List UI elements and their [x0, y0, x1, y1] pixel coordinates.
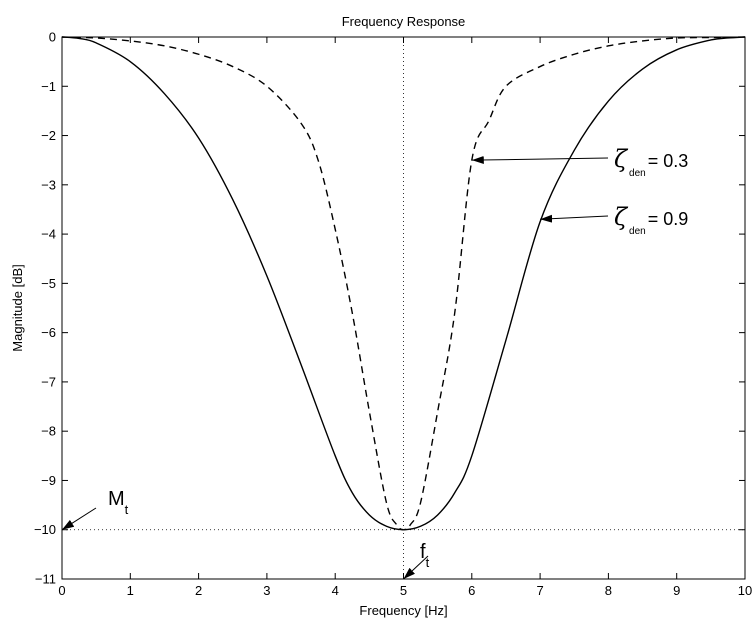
annotation-arrow-ft: [403, 555, 429, 580]
x-tick-label: 1: [127, 583, 134, 598]
zeta-subscript: den: [629, 168, 646, 179]
y-axis-label: Magnitude [dB]: [10, 264, 25, 351]
plot-area: [62, 37, 745, 579]
y-tick-label: −3: [41, 177, 56, 192]
y-tick-label: −6: [41, 325, 56, 340]
x-tick-label: 5: [400, 583, 407, 598]
annotation-subscript: t: [426, 555, 430, 570]
x-tick-label: 3: [263, 583, 270, 598]
zeta-symbol: ζ: [614, 203, 629, 231]
zeta-value: = 0.3: [648, 151, 689, 171]
series-line-solid: [61, 36, 746, 531]
annotation-symbol: f: [420, 541, 426, 563]
zeta-subscript: den: [629, 226, 646, 237]
y-tick-label: −4: [41, 227, 56, 242]
annotation-arrow-mt: [61, 507, 97, 531]
y-tick-label: −9: [41, 473, 56, 488]
y-tick-label: −7: [41, 374, 56, 389]
x-tick-label: 6: [468, 583, 475, 598]
y-tick-label: −1: [41, 79, 56, 94]
x-tick-label: 0: [58, 583, 65, 598]
y-tick-label: −10: [34, 522, 56, 537]
x-tick-label: 9: [673, 583, 680, 598]
x-axis-label: Frequency [Hz]: [359, 603, 447, 618]
x-tick-label: 2: [195, 583, 202, 598]
x-tick-label: 7: [536, 583, 543, 598]
x-tick-label: 10: [738, 583, 752, 598]
annotation-subscript: t: [125, 502, 129, 517]
annotation-arrow-zeta-03: [471, 155, 609, 164]
y-tick-label: −8: [41, 424, 56, 439]
annotation-label-zeta-03: ζden= 0.3: [614, 145, 688, 179]
chart-title: Frequency Response: [342, 14, 466, 29]
y-tick-label: 0: [49, 30, 56, 45]
y-tick-label: −5: [41, 276, 56, 291]
zeta-value: = 0.9: [648, 209, 689, 229]
annotation-symbol: M: [108, 488, 125, 510]
y-tick-label: −2: [41, 128, 56, 143]
x-tick-label: 4: [332, 583, 339, 598]
annotation-label-zeta-09: ζden= 0.9: [614, 203, 688, 237]
annotation-label-ft: ft: [420, 541, 430, 570]
zeta-symbol: ζ: [614, 145, 629, 173]
annotation-label-mt: Mt: [108, 488, 129, 517]
annotation-arrow-zeta-09: [540, 214, 609, 223]
x-tick-label: 8: [605, 583, 612, 598]
y-tick-label: −11: [35, 572, 56, 587]
